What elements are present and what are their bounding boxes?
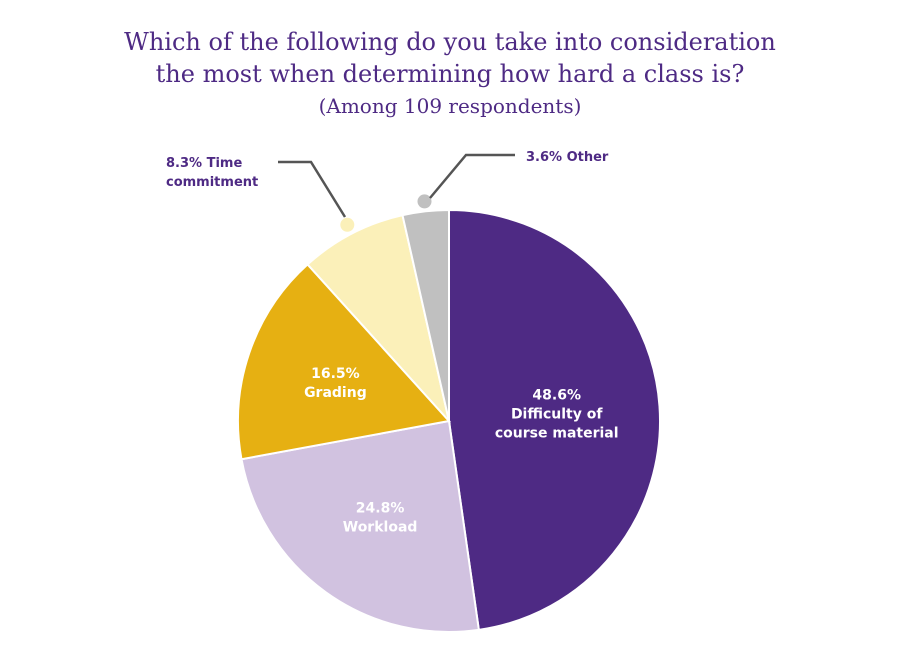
chart-title-line-1: Which of the following do you take into … <box>124 28 776 56</box>
chart-header: Which of the following do you take into … <box>0 26 900 120</box>
slice-category-label: Difficulty of <box>511 406 603 422</box>
pie-slice-grading <box>237 262 451 461</box>
callout-dot <box>417 194 432 209</box>
callout-leader-line <box>278 160 347 218</box>
slice-category-label: Workload <box>343 519 418 535</box>
callout-label: 3.6% Other <box>526 150 609 165</box>
callout-leader-line <box>429 153 515 199</box>
slice-percent-label: 48.6% <box>532 387 581 403</box>
pie-slice-workload <box>240 419 480 633</box>
slice-category-label: course material <box>495 425 619 441</box>
slice-category-label: Grading <box>304 385 367 401</box>
pie-slice-other <box>401 208 450 422</box>
chart-subtitle: (Among 109 respondents) <box>318 94 582 118</box>
chart-title-line-2: the most when determining how hard a cla… <box>155 60 745 88</box>
pie-slice-difficulty-of-course-material <box>448 208 661 632</box>
callout-dot <box>340 217 355 232</box>
slice-percent-label: 24.8% <box>356 500 405 516</box>
callout-label: commitment <box>166 175 258 190</box>
callout-label: 8.3% Time <box>166 156 242 171</box>
slice-percent-label: 16.5% <box>311 366 360 382</box>
